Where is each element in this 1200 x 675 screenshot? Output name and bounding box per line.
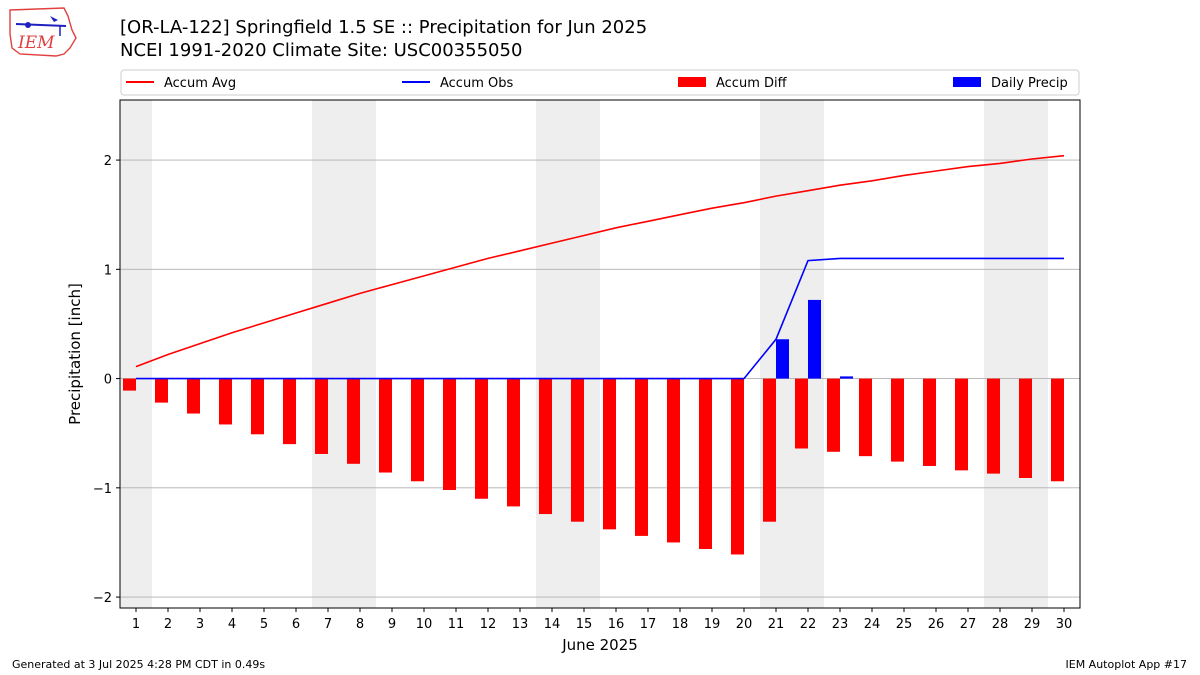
y-tick-label: −1 <box>93 482 112 497</box>
accum-diff-bar <box>443 378 456 491</box>
legend-daily-precip-swatch <box>953 77 981 87</box>
accum-diff-bar <box>955 378 968 471</box>
accum-obs-line <box>136 257 1064 380</box>
weekend-band <box>984 100 1048 608</box>
accum-diff-bar <box>155 378 168 403</box>
accum-diff-bar <box>347 378 360 464</box>
x-tick-label: 7 <box>324 617 332 632</box>
accum-diff-bar <box>219 378 232 425</box>
accum-diff-bar <box>123 378 136 391</box>
x-tick-label: 29 <box>1024 617 1041 632</box>
x-tick-label: 21 <box>768 617 785 632</box>
legend-accum-avg-label: Accum Avg <box>164 76 236 91</box>
x-tick-label: 9 <box>388 617 396 632</box>
accum-diff-bar <box>923 378 936 466</box>
footer-generated: Generated at 3 Jul 2025 4:28 PM CDT in 0… <box>12 658 266 671</box>
accum-diff-bar <box>475 378 488 499</box>
x-tick-label: 17 <box>640 617 657 632</box>
y-tick-label: −2 <box>93 591 112 606</box>
accum-diff-bar <box>763 378 776 522</box>
accum-diff-bar <box>379 378 392 473</box>
x-tick-label: 8 <box>356 617 364 632</box>
x-tick-label: 10 <box>416 617 433 632</box>
accum-diff-bar <box>283 378 296 445</box>
x-tick-label: 23 <box>832 617 849 632</box>
logo-text: IEM <box>17 33 55 53</box>
accum-diff-bar <box>1051 378 1064 482</box>
y-tick-label: 1 <box>104 263 112 278</box>
x-tick-label: 16 <box>608 617 625 632</box>
weekend-band <box>120 100 152 608</box>
chart-title: [OR-LA-122] Springfield 1.5 SE :: Precip… <box>120 17 648 38</box>
x-tick-label: 30 <box>1056 617 1073 632</box>
accum-diff-bar <box>1019 378 1032 478</box>
x-axis-label: June 2025 <box>561 636 638 654</box>
accum-diff-bar <box>187 378 200 414</box>
x-tick-label: 3 <box>196 617 204 632</box>
accum-diff-bar <box>667 378 680 543</box>
accum-diff-bar <box>251 378 264 435</box>
plot-frame <box>119 99 1081 609</box>
daily-precip-bar <box>840 376 853 379</box>
accum-diff-bar <box>987 378 1000 474</box>
iem-logo: IEM <box>9 7 77 57</box>
daily-precip-bar <box>808 299 821 379</box>
chart-subtitle: NCEI 1991-2020 Climate Site: USC00355050 <box>120 40 523 61</box>
x-tick-label: 22 <box>800 617 817 632</box>
accum-diff-bar <box>411 378 424 482</box>
daily-precip-bar <box>776 339 789 379</box>
accum-avg-line <box>135 154 1065 368</box>
accum-diff-bar <box>635 378 648 536</box>
legend-daily-precip-label: Daily Precip <box>991 76 1068 91</box>
x-tick-label: 26 <box>928 617 945 632</box>
accum-diff-bar <box>795 378 808 449</box>
accum-diff-bar <box>315 378 328 454</box>
x-tick-label: 4 <box>228 617 236 632</box>
x-tick-label: 25 <box>896 617 913 632</box>
y-axis-label: Precipitation [inch] <box>66 283 84 425</box>
x-tick-label: 11 <box>448 617 465 632</box>
x-tick-label: 28 <box>992 617 1009 632</box>
accum-diff-bar <box>891 378 904 462</box>
weekend-band <box>536 100 600 608</box>
footer-app: IEM Autoplot App #17 <box>1065 658 1188 671</box>
x-tick-label: 13 <box>512 617 529 632</box>
y-tick-label: 2 <box>104 154 112 169</box>
weekend-band <box>312 100 376 608</box>
accum-diff-bar <box>539 378 552 515</box>
x-tick-label: 19 <box>704 617 721 632</box>
accum-diff-bar <box>827 378 840 452</box>
accum-diff-bar <box>699 378 712 550</box>
accum-diff-bar <box>571 378 584 522</box>
accum-diff-bar <box>731 378 744 555</box>
x-tick-label: 5 <box>260 617 268 632</box>
x-tick-label: 1 <box>132 617 140 632</box>
legend-accum-diff-label: Accum Diff <box>716 76 788 91</box>
x-tick-label: 14 <box>544 617 561 632</box>
accum-diff-bar <box>859 378 872 457</box>
accum-diff-bar <box>507 378 520 507</box>
legend-accum-obs-label: Accum Obs <box>440 76 513 91</box>
x-tick-label: 27 <box>960 617 977 632</box>
legend-box <box>120 69 1080 96</box>
x-tick-label: 18 <box>672 617 689 632</box>
accum-diff-bar <box>603 378 616 530</box>
legend-accum-diff-swatch <box>678 77 706 87</box>
y-tick-label: 0 <box>104 373 112 388</box>
x-tick-label: 12 <box>480 617 497 632</box>
x-tick-label: 6 <box>292 617 300 632</box>
x-tick-label: 20 <box>736 617 753 632</box>
x-tick-label: 24 <box>864 617 881 632</box>
x-tick-label: 15 <box>576 617 593 632</box>
x-tick-label: 2 <box>164 617 172 632</box>
